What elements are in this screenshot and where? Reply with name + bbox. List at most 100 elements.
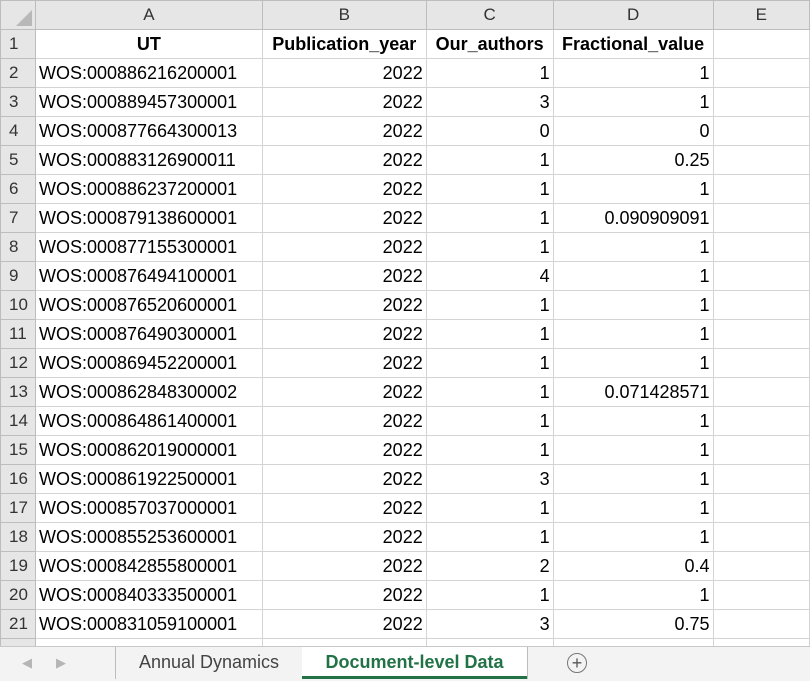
cell-publication-year[interactable]: 2022 <box>261 174 427 204</box>
row-header[interactable]: 7 <box>0 203 36 233</box>
cell-our-authors[interactable]: 3 <box>425 87 554 117</box>
row-header[interactable]: 9 <box>0 261 36 291</box>
tab-annual-dynamics[interactable]: Annual Dynamics <box>115 647 303 679</box>
cell-our-authors[interactable]: 1 <box>425 580 554 610</box>
cell-e1[interactable] <box>712 29 810 59</box>
cell-e[interactable] <box>712 319 810 349</box>
cell-ut[interactable]: WOS:000864861400001 <box>34 406 263 436</box>
cell-e[interactable] <box>712 58 810 88</box>
cell-e[interactable] <box>712 609 810 639</box>
cell-e[interactable] <box>712 174 810 204</box>
cell-ut[interactable]: WOS:000855253600001 <box>34 522 263 552</box>
row-header[interactable]: 11 <box>0 319 36 349</box>
cell-publication-year[interactable]: 2022 <box>261 348 427 378</box>
cell-d1-header[interactable]: Fractional_value <box>552 29 714 59</box>
cell-our-authors[interactable]: 0 <box>425 116 554 146</box>
cell-ut[interactable]: WOS:000877664300013 <box>34 116 263 146</box>
cell-publication-year[interactable]: 2022 <box>261 58 427 88</box>
cell-ut[interactable]: WOS:000842855800001 <box>34 551 263 581</box>
cell-publication-year[interactable]: 2022 <box>261 580 427 610</box>
cell-publication-year[interactable]: 2022 <box>261 261 427 291</box>
cell-ut[interactable]: WOS:000883126900011 <box>34 145 263 175</box>
cell-our-authors[interactable]: 1 <box>425 319 554 349</box>
cell-fractional-value[interactable]: 1 <box>552 87 714 117</box>
cell-ut[interactable]: WOS:000876494100001 <box>34 261 263 291</box>
cell-publication-year[interactable]: 2022 <box>261 319 427 349</box>
cell-publication-year[interactable]: 2022 <box>261 551 427 581</box>
cell-e[interactable] <box>712 348 810 378</box>
cell-our-authors[interactable]: 1 <box>425 377 554 407</box>
cell-our-authors[interactable]: 1 <box>425 493 554 523</box>
cell-publication-year[interactable]: 2022 <box>261 377 427 407</box>
cell-e[interactable] <box>712 261 810 291</box>
row-header[interactable]: 18 <box>0 522 36 552</box>
cell-fractional-value[interactable]: 0.071428571 <box>552 377 714 407</box>
cell-e[interactable] <box>712 435 810 465</box>
cell-our-authors[interactable]: 1 <box>425 522 554 552</box>
scroll-tabs-left-icon[interactable]: ◀ <box>22 655 32 670</box>
cell-ut[interactable]: WOS:000840333500001 <box>34 580 263 610</box>
cell-fractional-value[interactable]: 1 <box>552 348 714 378</box>
row-header[interactable]: 20 <box>0 580 36 610</box>
cell-fractional-value[interactable]: 1 <box>552 580 714 610</box>
cell-our-authors[interactable]: 1 <box>425 174 554 204</box>
cell-fractional-value[interactable]: 1 <box>552 174 714 204</box>
cell-publication-year[interactable]: 2022 <box>261 609 427 639</box>
cell-our-authors[interactable]: 1 <box>425 203 554 233</box>
cell-e[interactable] <box>712 551 810 581</box>
cell-fractional-value[interactable]: 0.75 <box>552 609 714 639</box>
cell-fractional-value[interactable]: 0.090909091 <box>552 203 714 233</box>
column-header-e[interactable]: E <box>712 0 810 30</box>
cell-fractional-value[interactable]: 1 <box>552 261 714 291</box>
cell-e[interactable] <box>712 377 810 407</box>
cell-ut[interactable]: WOS:000889457300001 <box>34 87 263 117</box>
cell-e[interactable] <box>712 493 810 523</box>
cell-our-authors[interactable]: 3 <box>425 464 554 494</box>
cell-publication-year[interactable]: 2022 <box>261 87 427 117</box>
cell-our-authors[interactable]: 4 <box>425 261 554 291</box>
select-all-corner[interactable] <box>0 0 36 30</box>
cell-fractional-value[interactable]: 1 <box>552 435 714 465</box>
cell-e[interactable] <box>712 580 810 610</box>
cell-publication-year[interactable]: 2022 <box>261 435 427 465</box>
row-header[interactable]: 15 <box>0 435 36 465</box>
cell-ut[interactable]: WOS:000886237200001 <box>34 174 263 204</box>
cell-publication-year[interactable]: 2022 <box>261 406 427 436</box>
cell-our-authors[interactable]: 2 <box>425 551 554 581</box>
cell-fractional-value[interactable]: 1 <box>552 406 714 436</box>
row-header[interactable]: 13 <box>0 377 36 407</box>
row-header[interactable]: 10 <box>0 290 36 320</box>
cell-our-authors[interactable]: 1 <box>425 145 554 175</box>
cell-e[interactable] <box>712 406 810 436</box>
cell-our-authors[interactable]: 3 <box>425 609 554 639</box>
row-header[interactable]: 12 <box>0 348 36 378</box>
cell-ut[interactable]: WOS:000861922500001 <box>34 464 263 494</box>
cell-publication-year[interactable]: 2022 <box>261 203 427 233</box>
cell-ut[interactable]: WOS:000831059100001 <box>34 609 263 639</box>
cell-fractional-value[interactable]: 1 <box>552 290 714 320</box>
cell-ut[interactable]: WOS:000862019000001 <box>34 435 263 465</box>
cell-fractional-value[interactable]: 1 <box>552 58 714 88</box>
row-header[interactable]: 2 <box>0 58 36 88</box>
cell-publication-year[interactable]: 2022 <box>261 145 427 175</box>
row-header[interactable]: 6 <box>0 174 36 204</box>
cell-fractional-value[interactable]: 1 <box>552 464 714 494</box>
cell-our-authors[interactable]: 1 <box>425 406 554 436</box>
cell-publication-year[interactable]: 2022 <box>261 290 427 320</box>
cell-b1-header[interactable]: Publication_year <box>261 29 427 59</box>
column-header-d[interactable]: D <box>552 0 714 30</box>
cell-fractional-value[interactable]: 1 <box>552 232 714 262</box>
cell-publication-year[interactable]: 2022 <box>261 464 427 494</box>
cell-fractional-value[interactable]: 1 <box>552 522 714 552</box>
cell-e[interactable] <box>712 87 810 117</box>
column-header-a[interactable]: A <box>34 0 263 30</box>
cell-publication-year[interactable]: 2022 <box>261 116 427 146</box>
cell-our-authors[interactable]: 1 <box>425 435 554 465</box>
column-header-b[interactable]: B <box>261 0 427 30</box>
cell-ut[interactable]: WOS:000876520600001 <box>34 290 263 320</box>
cell-c1-header[interactable]: Our_authors <box>425 29 554 59</box>
row-header[interactable]: 19 <box>0 551 36 581</box>
cell-publication-year[interactable]: 2022 <box>261 522 427 552</box>
cell-ut[interactable]: WOS:000857037000001 <box>34 493 263 523</box>
cell-fractional-value[interactable]: 0.4 <box>552 551 714 581</box>
